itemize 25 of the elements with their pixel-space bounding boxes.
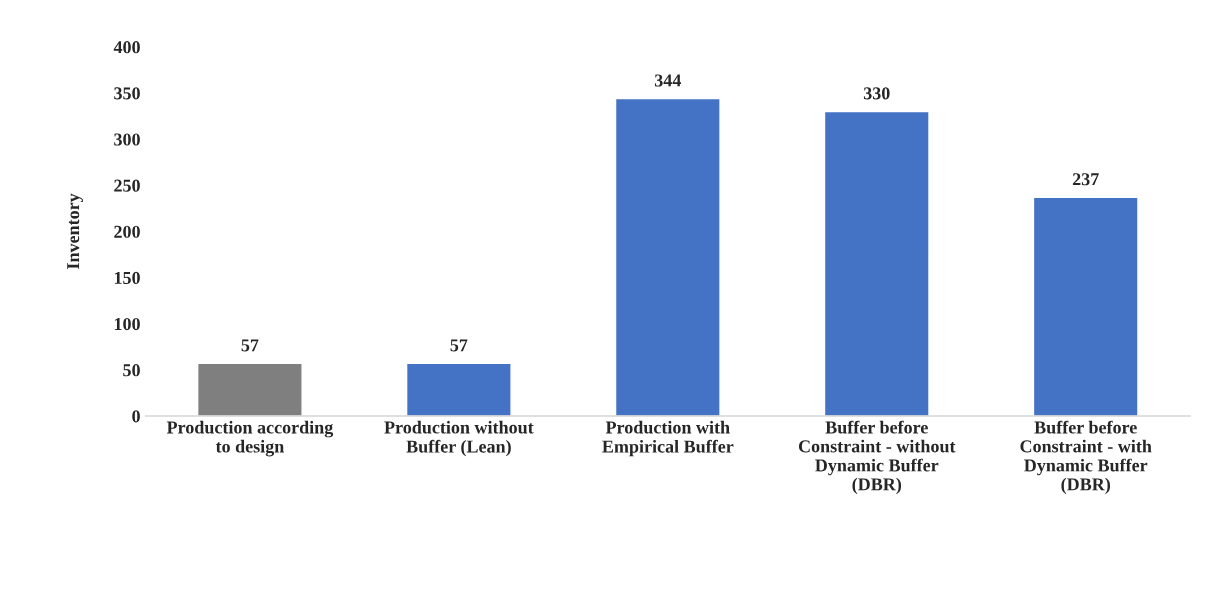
data-label: 57 xyxy=(241,339,259,352)
y-tick-label: 150 xyxy=(114,271,140,284)
y-tick-label: 400 xyxy=(113,41,140,54)
bar xyxy=(405,362,512,416)
y-tick-label: 0 xyxy=(132,410,140,423)
bar xyxy=(196,362,303,416)
y-tick-label: 300 xyxy=(114,133,140,146)
x-tick-label: Production according to design xyxy=(166,420,334,457)
x-tick-label: Production with Empirical Buffer xyxy=(602,420,734,457)
x-tick-label: Buffer before Constraint - with Dynamic Buffer (DBR) xyxy=(1020,420,1152,495)
data-label: 237 xyxy=(1072,173,1099,186)
bar xyxy=(1032,196,1139,416)
data-label: 57 xyxy=(450,339,468,352)
y-tick-label: 350 xyxy=(114,87,140,100)
x-tick-label: Production without Buffer (Lean) xyxy=(384,420,534,457)
y-tick-label: 100 xyxy=(114,317,140,331)
y-tick-label: 250 xyxy=(114,179,140,192)
x-tick-label: Buffer before Constraint - without Dynamic Buffer (DBR) xyxy=(798,420,956,495)
data-label: 330 xyxy=(863,87,890,100)
y-tick-label: 200 xyxy=(114,225,140,238)
data-label: 344 xyxy=(654,74,682,87)
y-axis-title: Inventory xyxy=(67,193,83,269)
bar xyxy=(823,110,930,416)
y-tick-label: 50 xyxy=(123,364,140,377)
bar xyxy=(614,97,721,416)
